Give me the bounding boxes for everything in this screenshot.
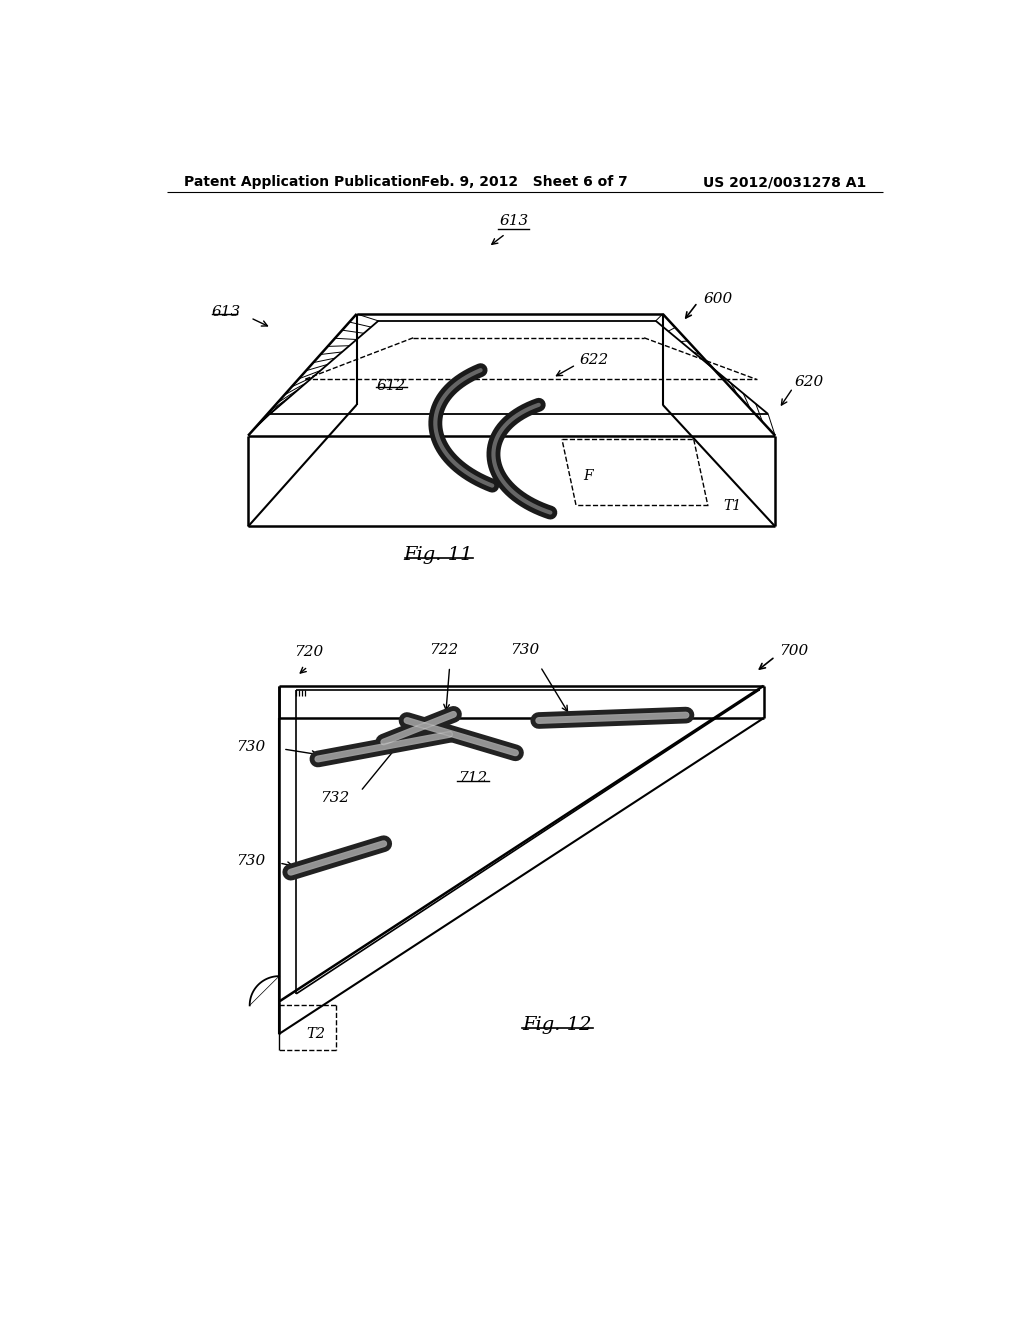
Text: Fig. 11: Fig. 11 [403,546,473,564]
Text: 700: 700 [779,644,808,659]
Text: 730: 730 [510,643,540,657]
Text: 730: 730 [237,741,266,755]
Text: Fig. 12: Fig. 12 [522,1015,591,1034]
Text: F: F [583,469,593,483]
Text: 613: 613 [212,305,241,319]
Text: 622: 622 [580,354,609,367]
Text: 620: 620 [795,375,823,388]
Text: US 2012/0031278 A1: US 2012/0031278 A1 [702,176,866,189]
Text: 600: 600 [703,292,732,305]
Text: 720: 720 [295,645,324,659]
Text: 712: 712 [459,771,487,785]
Text: Feb. 9, 2012   Sheet 6 of 7: Feb. 9, 2012 Sheet 6 of 7 [422,176,628,189]
Text: 612: 612 [377,379,407,392]
Text: 613: 613 [500,214,528,227]
Text: T1: T1 [723,499,741,513]
Text: 732: 732 [321,791,349,804]
Text: Patent Application Publication: Patent Application Publication [183,176,422,189]
Text: 722: 722 [429,643,458,657]
Text: T2: T2 [306,1027,326,1041]
Text: 730: 730 [237,854,266,867]
